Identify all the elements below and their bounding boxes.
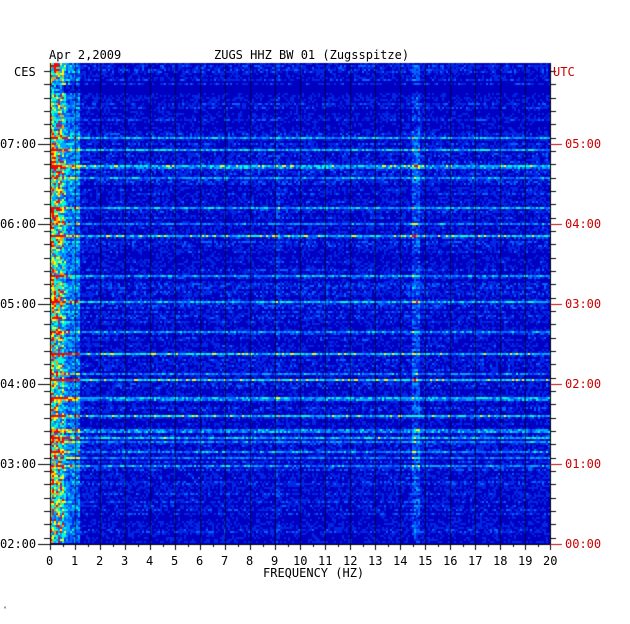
left-time-tick: 07:00 — [0, 137, 37, 151]
left-time-tick: 06:00 — [0, 217, 37, 231]
frequency-tick: 10 — [293, 554, 308, 568]
frequency-tick: 19 — [518, 554, 533, 568]
right-time-tick: 01:00 — [565, 457, 602, 471]
frequency-tick: 1 — [71, 554, 79, 568]
frequency-tick: 15 — [418, 554, 433, 568]
x-axis-label: FREQUENCY (HZ) — [263, 566, 365, 580]
right-time-tick: 05:00 — [565, 137, 602, 151]
left-timezone-label: CES — [14, 65, 36, 79]
left-time-tick: 02:00 — [0, 537, 37, 551]
left-time-tick: 05:00 — [0, 297, 37, 311]
right-time-tick: 04:00 — [565, 217, 602, 231]
frequency-tick: 17 — [468, 554, 483, 568]
left-time-tick: 04:00 — [0, 377, 37, 391]
frequency-tick: 6 — [196, 554, 204, 568]
frequency-tick: 20 — [543, 554, 558, 568]
frequency-tick: 16 — [443, 554, 458, 568]
frequency-tick: 14 — [393, 554, 408, 568]
right-time-tick: 00:00 — [565, 537, 602, 551]
frequency-tick: 2 — [96, 554, 104, 568]
frequency-tick: 4 — [146, 554, 154, 568]
right-time-tick: 02:00 — [565, 377, 602, 391]
frequency-tick: 8 — [246, 554, 254, 568]
left-time-tick: 03:00 — [0, 457, 37, 471]
frequency-tick: 5 — [171, 554, 179, 568]
station-title: ZUGS HHZ BW 01 (Zugsspitze) — [214, 48, 410, 62]
frequency-tick: 7 — [221, 554, 229, 568]
frequency-tick: 11 — [318, 554, 333, 568]
date-label: Apr 2,2009 — [49, 48, 122, 62]
frequency-tick: 12 — [343, 554, 358, 568]
frequency-tick: 9 — [271, 554, 279, 568]
frequency-tick: 13 — [368, 554, 383, 568]
frequency-tick: 18 — [493, 554, 508, 568]
footer-mark: ᵛ — [3, 605, 8, 613]
frequency-tick: 3 — [121, 554, 129, 568]
right-time-tick: 03:00 — [565, 297, 602, 311]
frequency-tick: 0 — [46, 554, 54, 568]
right-timezone-label: UTC — [553, 65, 575, 79]
